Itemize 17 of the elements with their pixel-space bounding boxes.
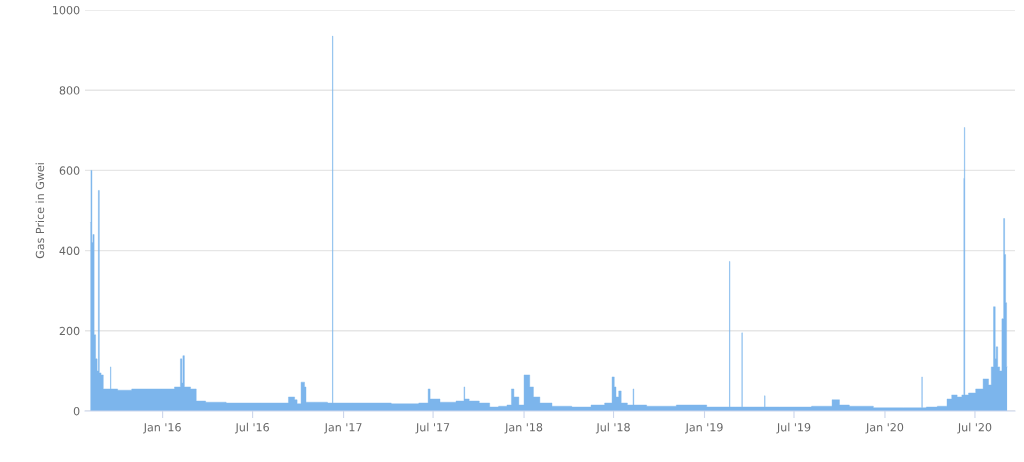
x-tick-label: Jan '17 [324, 423, 362, 434]
x-tick-label: Jul '20 [957, 422, 992, 434]
y-tick-label: 400 [59, 246, 80, 255]
y-tick-label: 200 [59, 326, 80, 336]
x-tick-label: Jul '18 [595, 422, 630, 434]
x-tick-label: Jan '16 [143, 423, 181, 434]
x-tick-label: Jul '19 [776, 422, 811, 434]
y-axis-title: Gas Price in Gwei [35, 163, 45, 259]
y-tick-label: 800 [59, 86, 80, 95]
y-tick-label: 0 [73, 406, 80, 416]
y-tick-label: 1000 [53, 5, 80, 15]
x-tick-label: Jan '20 [865, 423, 904, 434]
x-tick-label: Jan '19 [685, 423, 723, 434]
x-tick-label: Jul '17 [415, 422, 450, 434]
y-tick-label: 600 [59, 166, 80, 175]
x-tick-label: Jul '16 [234, 422, 269, 434]
x-tick-label: Jan '18 [504, 423, 543, 434]
